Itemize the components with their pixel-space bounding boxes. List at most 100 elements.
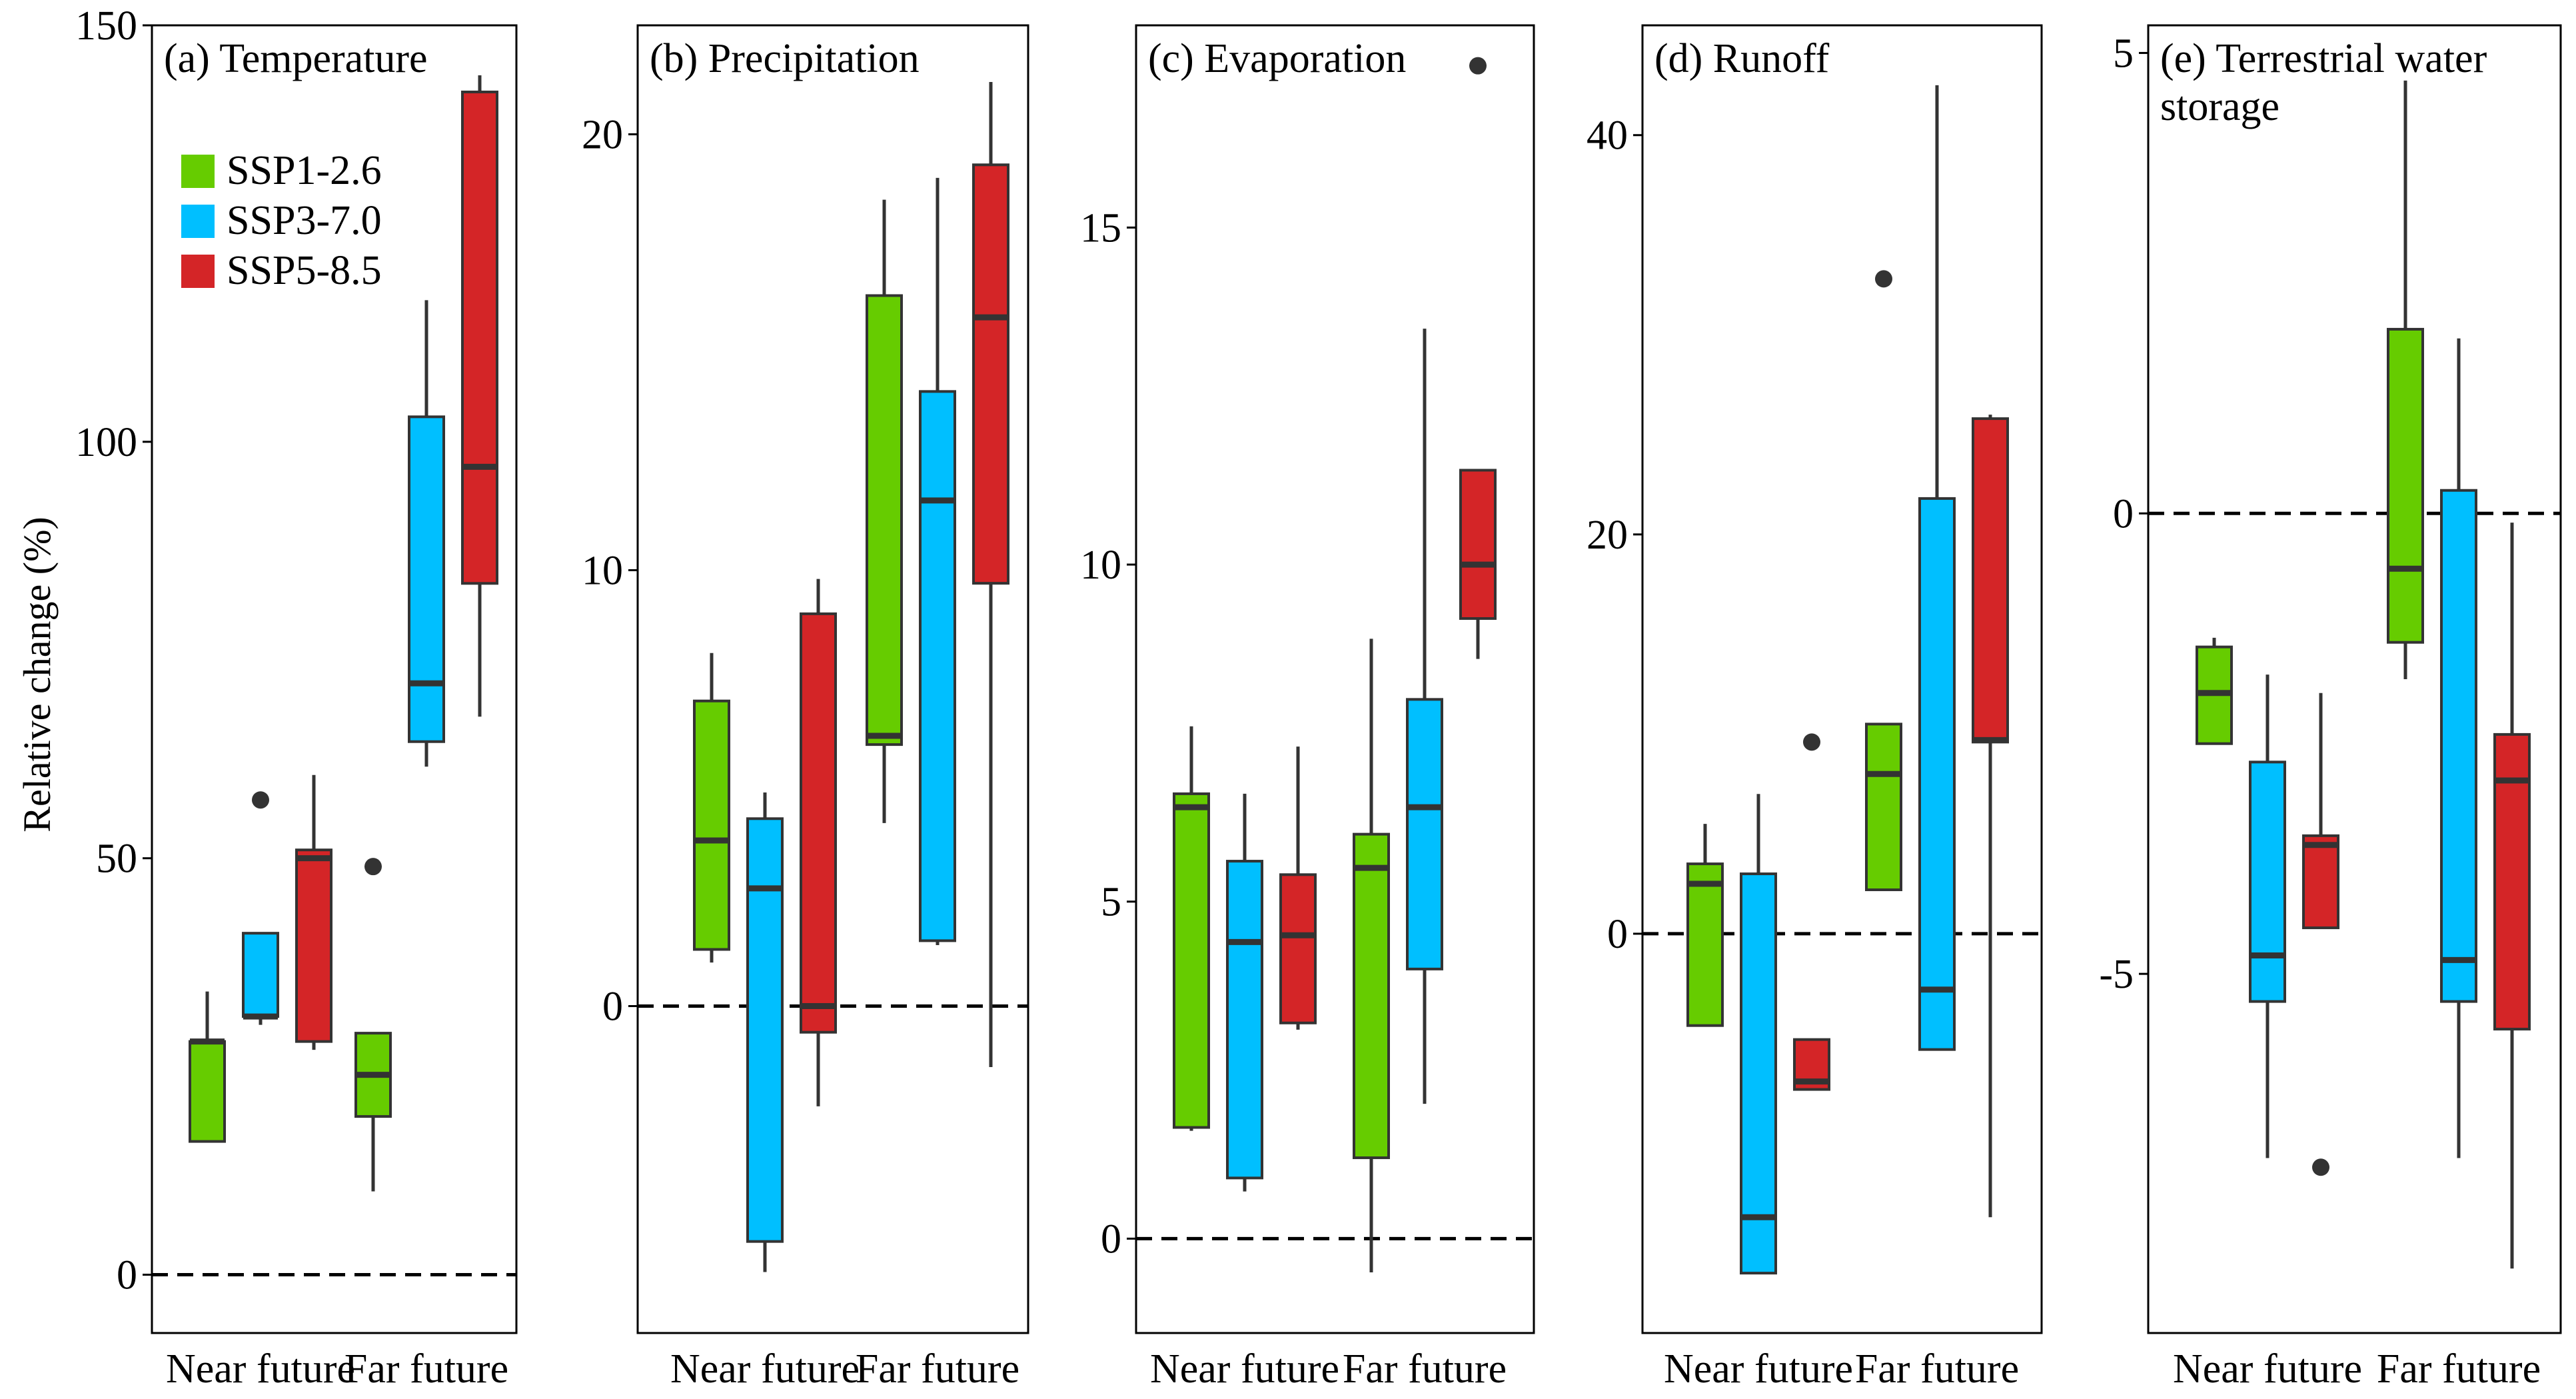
y-tick-label: 0: [117, 1253, 137, 1298]
y-tick-label: 0: [602, 984, 623, 1030]
box-body: [746, 817, 784, 1243]
outlier-point: [1469, 57, 1487, 75]
box-near-future-ssp3-7.0: [1740, 794, 1777, 1275]
outlier-point: [364, 858, 382, 876]
box-near-future-ssp3-7.0: [242, 791, 279, 1025]
y-tick-label: 10: [1080, 543, 1121, 588]
box-body: [2302, 834, 2339, 930]
panel-frame: [1641, 24, 2043, 1334]
x-category-label: Near future: [1150, 1346, 1339, 1392]
box-far-future-ssp5-8.5: [2493, 523, 2531, 1269]
y-tick-label: 10: [582, 549, 623, 594]
box-near-future-ssp5-8.5: [295, 774, 332, 1050]
box-near-future-ssp1-2.6: [1173, 726, 1210, 1131]
y-tick-label: 20: [582, 113, 623, 158]
x-category-label: Far future: [1855, 1346, 2019, 1392]
legend-swatch: [181, 155, 215, 188]
legend-swatch: [181, 205, 215, 238]
panel-title: (c) Evaporation: [1148, 36, 1406, 81]
box-far-future-ssp5-8.5: [1972, 415, 2009, 1218]
box-near-future-ssp5-8.5: [1279, 746, 1317, 1030]
box-far-future-ssp1-2.6: [1353, 639, 1390, 1272]
box-far-future-ssp3-7.0: [408, 300, 445, 767]
box-body: [1686, 862, 1724, 1027]
box-body: [1972, 417, 2009, 744]
box-far-future-ssp3-7.0: [1918, 85, 1956, 1051]
box-body: [2440, 489, 2477, 1003]
panel-title: (b) Precipitation: [650, 36, 920, 81]
box-body: [242, 932, 279, 1018]
x-category-label: Near future: [1664, 1346, 1853, 1392]
panel-4: 0 20 40 (d) Runoff Near future Far future: [1587, 24, 2043, 1392]
box-near-future-ssp1-2.6: [693, 653, 730, 963]
box-body: [693, 699, 730, 951]
box-near-future-ssp5-8.5: [800, 579, 837, 1106]
box-near-future-ssp3-7.0: [746, 792, 784, 1272]
box-far-future-ssp1-2.6: [354, 858, 392, 1192]
panel-frame: [1135, 24, 1535, 1334]
legend-label: SSP5-8.5: [227, 248, 382, 293]
y-tick-label: 50: [96, 836, 137, 882]
box-far-future-ssp1-2.6: [866, 199, 903, 823]
box-far-future-ssp3-7.0: [919, 177, 956, 945]
y-tick-label: 15: [1080, 205, 1121, 251]
box-body: [408, 415, 445, 743]
box-body: [1459, 469, 1497, 620]
box-far-future-ssp3-7.0: [1406, 329, 1443, 1104]
panel-frame: [151, 24, 518, 1334]
panel-title: (e) Terrestrial water: [2160, 36, 2487, 81]
x-category-label: Far future: [856, 1346, 1019, 1392]
box-body: [1918, 497, 1956, 1051]
box-far-future-ssp3-7.0: [2440, 338, 2477, 1158]
panel-frame: [636, 24, 1029, 1334]
panel-title: (d) Runoff: [1654, 36, 1830, 81]
box-near-future-ssp5-8.5: [1793, 733, 1830, 1091]
outlier-point: [2312, 1158, 2329, 1176]
legend-label: SSP1-2.6: [227, 148, 382, 193]
box-near-future-ssp1-2.6: [189, 991, 226, 1143]
box-body: [2249, 760, 2286, 1003]
box-body: [189, 1040, 226, 1143]
box-body: [1740, 872, 1777, 1275]
x-category-label: Near future: [670, 1346, 860, 1392]
y-tick-label: 5: [2113, 31, 2134, 76]
box-near-future-ssp3-7.0: [1226, 793, 1263, 1192]
x-category-label: Far future: [2377, 1346, 2541, 1392]
box-far-future-ssp1-2.6: [1865, 270, 1902, 892]
x-category-label: Far future: [344, 1346, 508, 1392]
box-body: [800, 612, 837, 1034]
legend-label: SSP3-7.0: [227, 198, 382, 243]
panel-3: 0 5 10 15 (c) Evaporation Near future Far futu…: [1080, 24, 1535, 1392]
outlier-point: [252, 791, 269, 809]
y-tick-label: 0: [2113, 491, 2134, 537]
y-tick-label: 150: [75, 3, 137, 49]
box-body: [1173, 792, 1210, 1129]
x-category-label: Near future: [2173, 1346, 2362, 1392]
y-tick-label: 5: [1101, 880, 1121, 925]
legend-swatch: [181, 255, 215, 288]
box-near-future-ssp1-2.6: [1686, 824, 1724, 1027]
box-body: [919, 390, 956, 942]
outlier-point: [1803, 733, 1820, 751]
box-near-future-ssp1-2.6: [2196, 637, 2233, 745]
y-tick-label: -5: [2099, 952, 2134, 997]
y-tick-label: 0: [1101, 1216, 1121, 1262]
box-body: [1226, 860, 1263, 1180]
box-body: [2387, 327, 2424, 644]
outlier-point: [1875, 270, 1892, 288]
box-body: [461, 90, 498, 585]
y-tick-label: 100: [75, 420, 137, 465]
box-body: [1406, 698, 1443, 970]
panel-title: storage: [2160, 84, 2279, 129]
y-axis-label: Relative change (%): [15, 517, 59, 832]
box-body: [295, 848, 332, 1043]
box-body: [1353, 832, 1390, 1160]
box-far-future-ssp5-8.5: [461, 75, 498, 717]
box-near-future-ssp5-8.5: [2302, 693, 2339, 1176]
box-near-future-ssp3-7.0: [2249, 675, 2286, 1158]
y-tick-label: 20: [1587, 513, 1628, 558]
